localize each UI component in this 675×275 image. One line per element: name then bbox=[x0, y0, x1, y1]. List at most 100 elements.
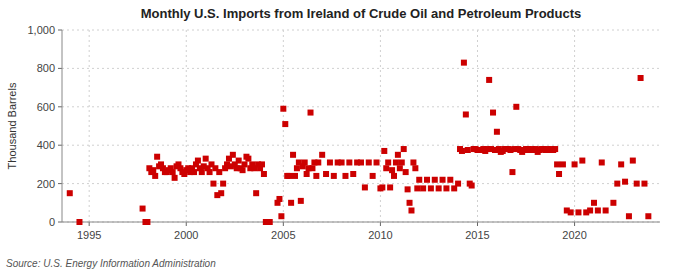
tick-y bbox=[58, 68, 62, 69]
tick-label-y: 1,000 bbox=[27, 24, 55, 36]
point bbox=[292, 173, 298, 179]
point bbox=[140, 206, 146, 212]
point bbox=[282, 121, 288, 127]
point bbox=[199, 169, 205, 175]
point bbox=[568, 209, 574, 215]
point bbox=[447, 177, 453, 183]
point bbox=[315, 159, 321, 165]
point bbox=[304, 171, 310, 177]
point bbox=[428, 185, 434, 191]
grid-line-x bbox=[477, 30, 478, 222]
tick-label-x: 2015 bbox=[465, 229, 489, 241]
point bbox=[591, 200, 597, 206]
point bbox=[440, 177, 446, 183]
tick-label-y: 800 bbox=[37, 62, 55, 74]
point bbox=[397, 165, 403, 171]
point bbox=[395, 152, 401, 158]
tick-label-x: 2005 bbox=[271, 229, 295, 241]
point bbox=[313, 173, 319, 179]
point bbox=[267, 219, 273, 225]
point bbox=[622, 179, 628, 185]
y-axis-line bbox=[62, 30, 63, 222]
point bbox=[331, 173, 337, 179]
point bbox=[465, 147, 471, 153]
point bbox=[641, 181, 647, 187]
point bbox=[276, 196, 282, 202]
point bbox=[587, 207, 593, 213]
points bbox=[67, 60, 652, 225]
point bbox=[327, 159, 333, 165]
point bbox=[302, 159, 308, 165]
axes: 02004006008001,0001995200020052010201520… bbox=[27, 24, 660, 241]
point bbox=[424, 177, 430, 183]
point bbox=[638, 75, 644, 81]
point bbox=[414, 185, 420, 191]
point bbox=[280, 106, 286, 112]
grid bbox=[62, 30, 660, 222]
point bbox=[603, 207, 609, 213]
point bbox=[218, 190, 224, 196]
point bbox=[298, 198, 304, 204]
title: Monthly U.S. Imports from Ireland of Cru… bbox=[141, 6, 582, 21]
point bbox=[381, 148, 387, 154]
tick-label-x: 2010 bbox=[368, 229, 392, 241]
point bbox=[618, 161, 624, 167]
point bbox=[242, 161, 248, 167]
grid-line-x bbox=[186, 30, 187, 222]
tick-label-y: 600 bbox=[37, 101, 55, 113]
point bbox=[150, 167, 156, 173]
point bbox=[67, 190, 73, 196]
point bbox=[207, 169, 213, 175]
point bbox=[463, 111, 469, 117]
point bbox=[407, 200, 413, 206]
point bbox=[391, 173, 397, 179]
point bbox=[261, 171, 267, 177]
tick-label-x: 1995 bbox=[77, 229, 101, 241]
point bbox=[575, 209, 581, 215]
point bbox=[614, 181, 620, 187]
point bbox=[416, 177, 422, 183]
point bbox=[379, 184, 385, 190]
point bbox=[579, 158, 585, 164]
grid-line-x bbox=[89, 30, 90, 222]
grid-line-y bbox=[62, 106, 660, 107]
tick-label-y: 0 bbox=[49, 216, 55, 228]
point bbox=[494, 129, 500, 135]
tick-y bbox=[58, 222, 62, 223]
point bbox=[455, 181, 461, 187]
chart: Monthly U.S. Imports from Ireland of Cru… bbox=[0, 0, 675, 275]
point bbox=[362, 184, 368, 190]
point bbox=[486, 77, 492, 83]
tick-x bbox=[574, 222, 575, 226]
point bbox=[626, 213, 632, 219]
point bbox=[294, 165, 300, 171]
point bbox=[210, 181, 216, 187]
point bbox=[610, 200, 616, 206]
point bbox=[358, 159, 364, 165]
point bbox=[152, 173, 158, 179]
point bbox=[245, 156, 251, 162]
point bbox=[399, 159, 405, 165]
point bbox=[286, 173, 292, 179]
point bbox=[634, 181, 640, 187]
point bbox=[443, 185, 449, 191]
tick-x bbox=[283, 222, 284, 226]
point bbox=[191, 169, 197, 175]
point bbox=[556, 171, 562, 177]
point bbox=[370, 173, 376, 179]
point bbox=[387, 184, 393, 190]
point bbox=[309, 165, 315, 171]
point bbox=[459, 148, 465, 154]
point bbox=[230, 152, 236, 158]
grid-line-y bbox=[62, 68, 660, 69]
point bbox=[420, 185, 426, 191]
tick-y bbox=[58, 145, 62, 146]
point bbox=[405, 186, 411, 192]
point bbox=[350, 171, 356, 177]
point bbox=[552, 146, 558, 152]
point bbox=[195, 158, 201, 164]
point bbox=[339, 159, 345, 165]
point bbox=[240, 167, 246, 173]
point bbox=[389, 167, 395, 173]
point bbox=[461, 60, 467, 66]
